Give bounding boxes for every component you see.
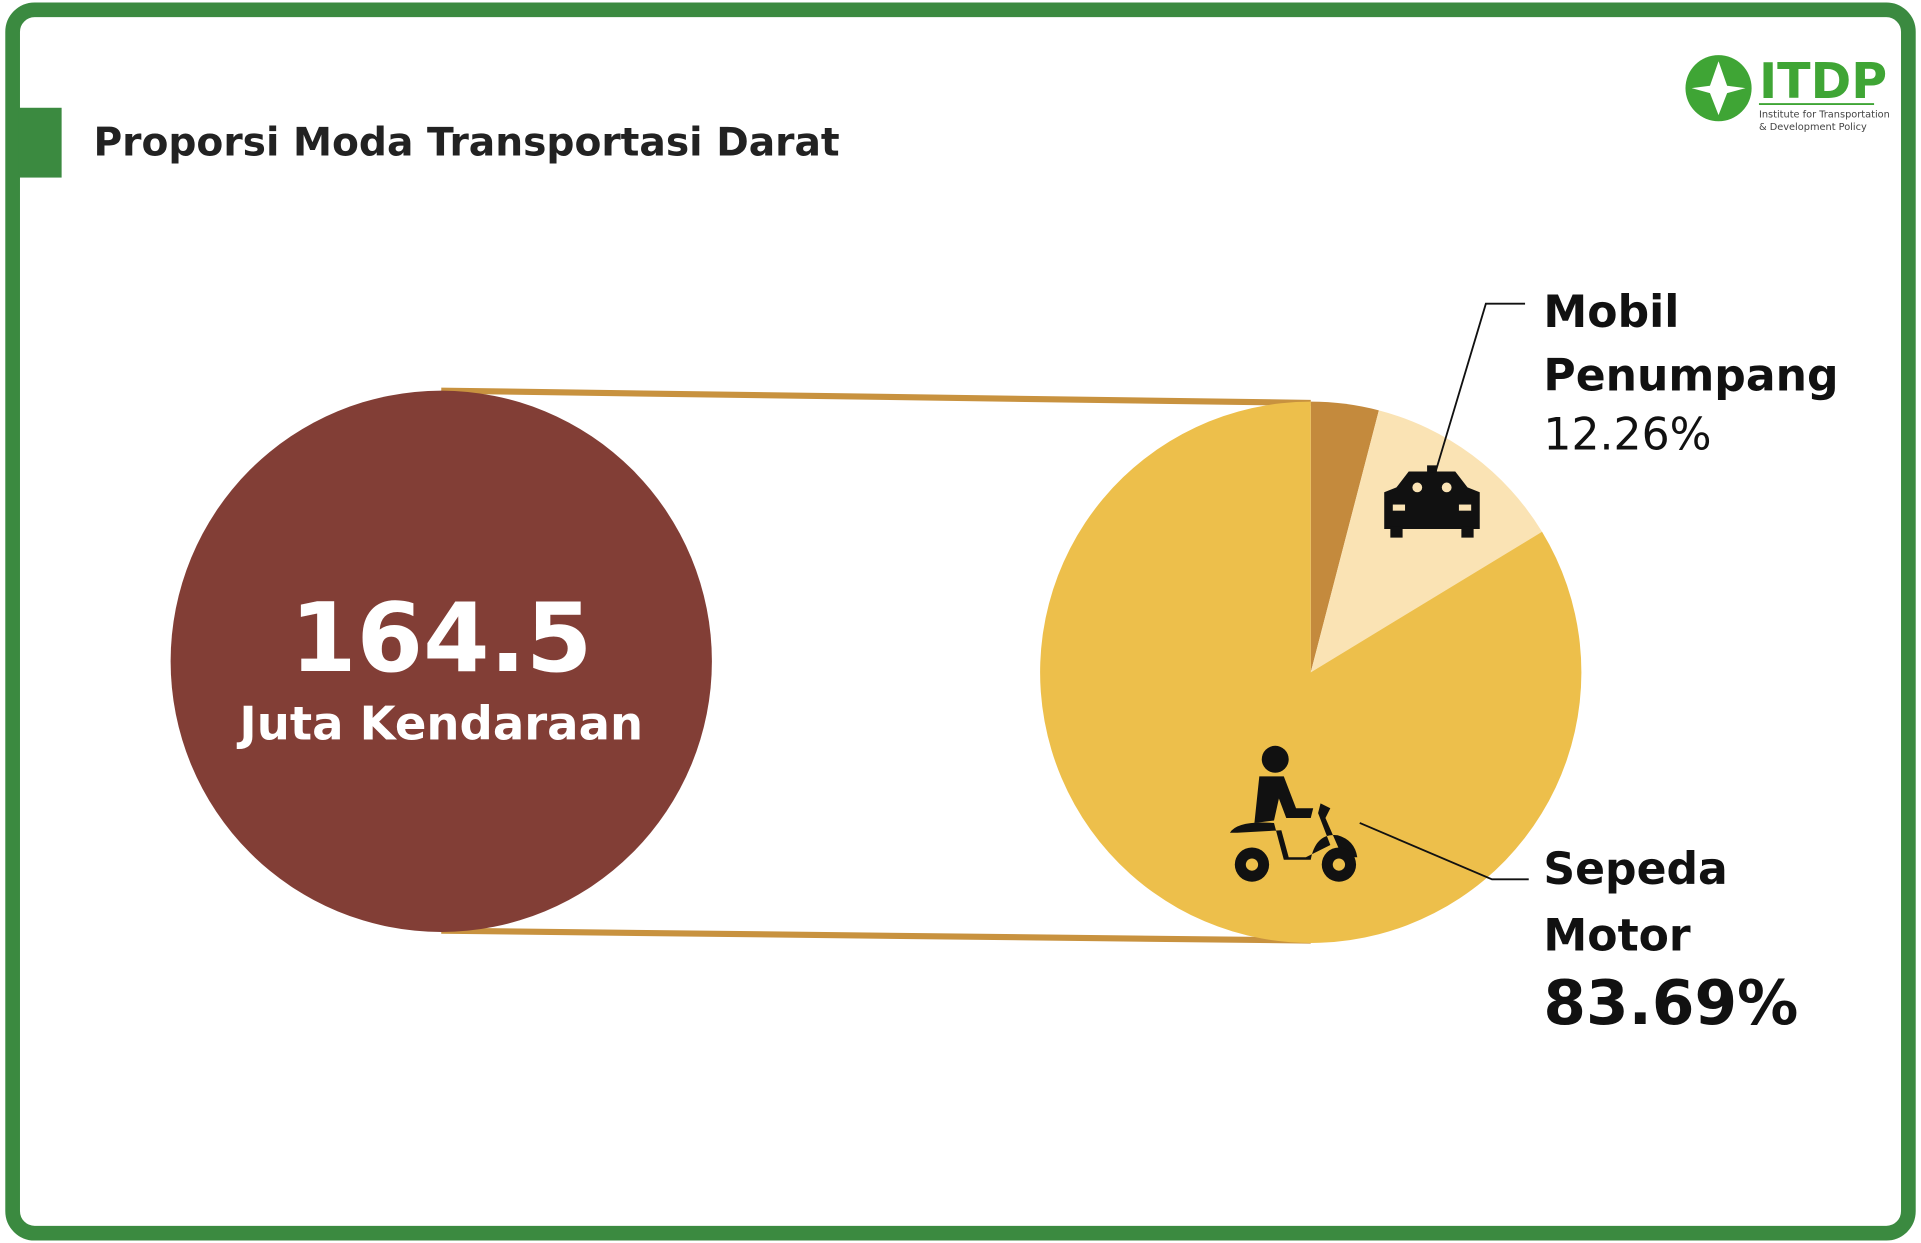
logo-name: ITDP [1759, 53, 1887, 110]
slice-label: Mobil Penumpang [1543, 287, 1838, 402]
leader-line [1434, 302, 1526, 472]
chart-title: Proporsi Moda Transportasi Darat [93, 121, 839, 166]
logo-tagline: & Development Policy [1759, 122, 1867, 133]
leader-line [1359, 822, 1529, 881]
logo-tagline: Institute for Transportation [1759, 110, 1890, 121]
logo: ITDP Institute for Transportation & Deve… [1685, 53, 1890, 133]
connector [441, 927, 1311, 944]
pie-slice [1310, 410, 1543, 673]
pie-slice [1040, 401, 1582, 943]
value-label: 12.26% [1543, 409, 1711, 460]
pie [1040, 401, 1582, 943]
pie-slice [1310, 401, 1379, 673]
motorbike-icon [1229, 745, 1358, 882]
car-icon [1384, 465, 1480, 538]
value-label: 83.69% [1543, 968, 1798, 1039]
slice-label: Sepeda Motor [1543, 844, 1727, 961]
logo-star [1691, 61, 1746, 116]
total-circle [170, 390, 712, 932]
total-value: 164.5 [290, 582, 592, 694]
connector [441, 387, 1311, 406]
total-label: Juta Kendaraan [236, 697, 643, 751]
title-tab [18, 107, 62, 178]
